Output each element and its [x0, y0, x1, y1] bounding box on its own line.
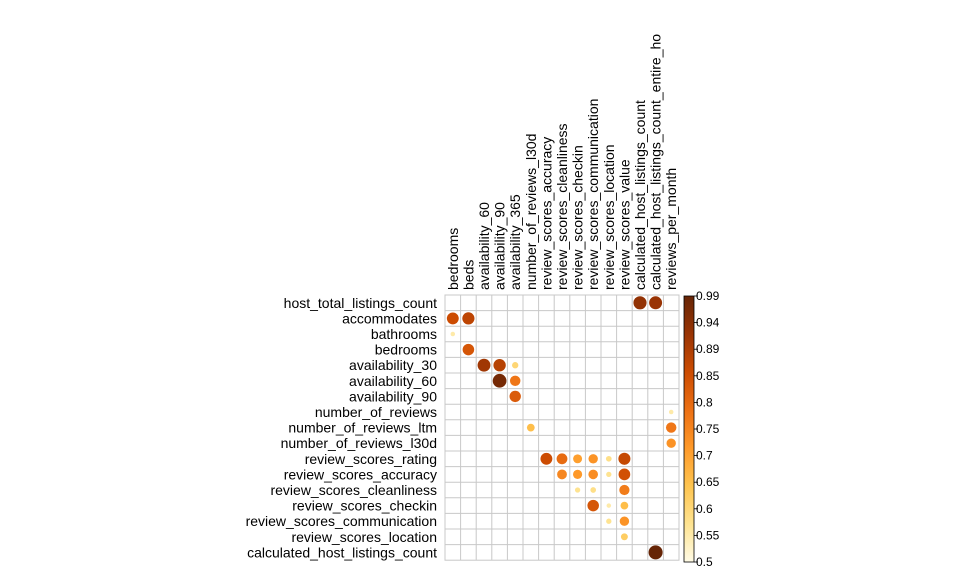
column-labels: bedrooms beds availability_60 availability_…: [445, 34, 679, 290]
grid: [444, 294, 680, 561]
correlation-circle: [668, 409, 674, 415]
row-label: bathrooms: [371, 326, 437, 342]
correlation-circle: [509, 390, 521, 403]
correlation-circle: [588, 454, 598, 464]
correlation-circle: [526, 423, 535, 432]
row-label: review_scores_cleanliness: [270, 482, 437, 498]
column-label: availability_365: [507, 194, 523, 290]
row-label: review_scores_communication: [246, 513, 437, 529]
column-label: availability_60: [476, 202, 492, 290]
grid-frame: [444, 294, 680, 561]
correlation-circle: [540, 452, 553, 465]
correlation-circle: [477, 358, 491, 372]
correlation-circle: [492, 373, 507, 388]
colorbar-tick-label: 0.8: [696, 395, 713, 409]
row-label: review_scores_accuracy: [284, 466, 437, 482]
correlation-circles: [446, 296, 677, 560]
column-label: calculated_host_listings_count: [632, 100, 648, 290]
correlation-circle: [619, 516, 630, 526]
column-label: beds: [460, 260, 476, 290]
correlation-circle: [619, 484, 630, 496]
colorbar: [683, 295, 695, 563]
correlation-circle: [450, 331, 456, 337]
row-label: number_of_reviews: [315, 404, 437, 420]
column-label: review_scores_location: [601, 144, 617, 290]
correlation-circle: [574, 487, 581, 493]
row-label: availability_90: [349, 388, 437, 404]
column-label: bedrooms: [445, 228, 461, 290]
correlation-circle: [587, 499, 599, 512]
column-label: review_scores_checkin: [570, 145, 586, 290]
correlation-circle: [588, 469, 599, 480]
correlation-circle: [493, 359, 506, 372]
column-label: review_scores_communication: [585, 99, 601, 290]
row-label: calculated_host_listings_count: [247, 544, 437, 560]
row-labels: host_total_listings_countaccommodatesbat…: [246, 295, 438, 561]
row-label: review_scores_location: [291, 529, 437, 545]
colorbar-tick-label: 0.99: [696, 289, 720, 303]
correlation-circle: [462, 312, 475, 325]
correlation-circle: [620, 501, 629, 510]
colorbar-tick-label: 0.5: [696, 555, 713, 569]
correlation-circle: [606, 471, 612, 478]
row-label: bedrooms: [375, 342, 437, 358]
correlation-circle: [573, 454, 583, 464]
correlation-circle: [606, 518, 612, 524]
correlation-circle: [462, 343, 475, 356]
row-label: review_scores_checkin: [292, 498, 437, 514]
colorbar-tick-label: 0.7: [696, 449, 713, 463]
colorbar-tick-label: 0.85: [696, 369, 720, 383]
colorbar-tick-label: 0.75: [696, 422, 720, 436]
row-label: availability_60: [349, 373, 437, 389]
correlation-circle: [512, 362, 519, 369]
correlation-circle: [665, 422, 677, 433]
row-label: review_scores_rating: [305, 451, 437, 467]
row-label: number_of_reviews_l30d: [281, 435, 437, 451]
row-label: availability_30: [349, 357, 437, 373]
correlation-circle: [666, 438, 676, 448]
correlation-circle: [618, 452, 631, 465]
correlation-circle: [605, 455, 612, 462]
column-label: calculated_host_listings_count_entire_ho: [648, 34, 664, 290]
correlation-circle: [606, 503, 612, 508]
column-label: review_scores_value: [616, 159, 632, 290]
colorbar-tick-label: 0.94: [696, 316, 720, 330]
column-label: number_of_reviews_l30d: [523, 134, 539, 290]
colorbar-tick-label: 0.65: [696, 475, 720, 489]
colorbar-tick-label: 0.55: [696, 528, 720, 542]
correlation-circle: [556, 453, 568, 465]
column-label: review_scores_cleanliness: [554, 123, 570, 290]
row-label: host_total_listings_count: [284, 295, 437, 311]
row-label: number_of_reviews_ltm: [288, 420, 437, 436]
correlation-circle: [649, 296, 663, 310]
correlation-circle: [620, 533, 628, 541]
correlation-circle: [633, 296, 647, 310]
color-legend: 0.99 0.94 0.89 0.85 0.8 0.75 0.7 0.65 0.6 0.55 0.5: [683, 289, 720, 569]
column-label: availability_90: [492, 202, 508, 290]
column-label: review_scores_accuracy: [538, 137, 554, 290]
column-label: reviews_per_month: [663, 168, 679, 290]
correlation-circle: [590, 487, 597, 493]
row-label: accommodates: [342, 310, 437, 326]
correlation-circle: [573, 469, 583, 479]
correlation-circle: [446, 312, 459, 325]
correlation-circle: [648, 545, 663, 560]
colorbar-tick-label: 0.6: [696, 502, 713, 516]
correlation-circle: [557, 469, 567, 480]
correlation-circle: [509, 375, 521, 387]
colorbar-tick-label: 0.89: [696, 342, 720, 356]
correlation-circle: [618, 468, 631, 481]
